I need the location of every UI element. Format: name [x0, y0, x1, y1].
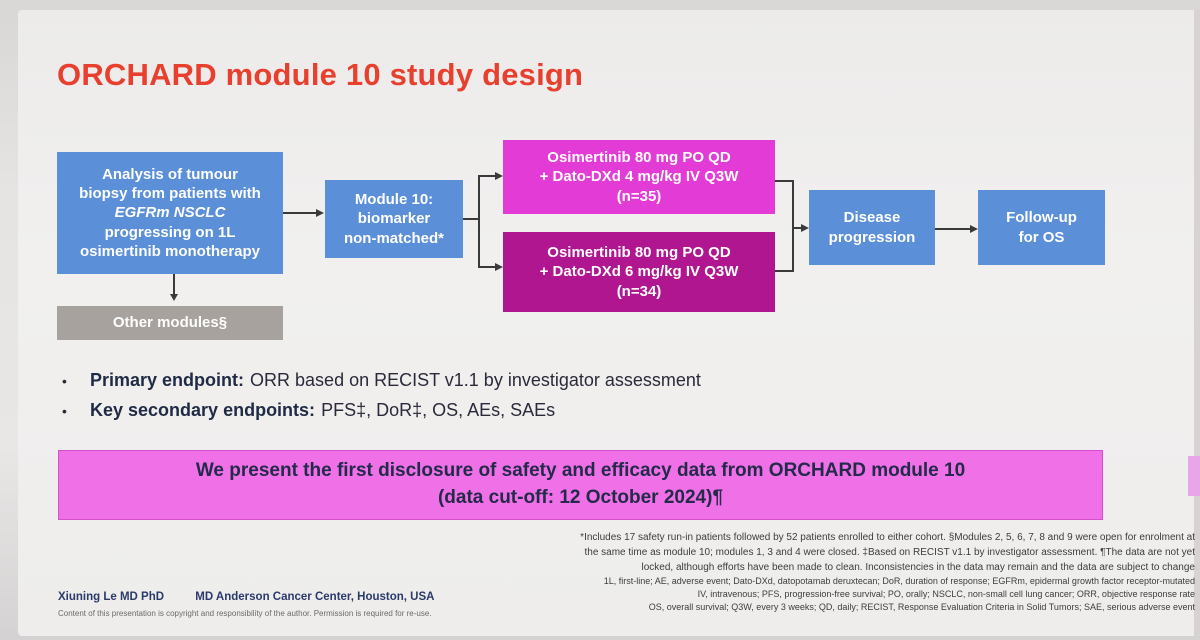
arrowhead — [316, 209, 324, 217]
arm2-box: Osimertinib 80 mg PO QD + Dato-DXd 6 mg/… — [503, 232, 775, 312]
progression-line: progression — [828, 228, 916, 246]
arm1-line: (n=35) — [616, 187, 662, 205]
other-modules-box: Other modules§ — [57, 306, 283, 340]
arrowhead — [170, 294, 178, 301]
module10-box: Module 10: biomarker non-matched* — [325, 180, 463, 258]
followup-box: Follow-up for OS — [978, 190, 1105, 265]
arrowhead — [801, 224, 809, 232]
progression-box: Disease progression — [809, 190, 935, 265]
screen-edge-highlight — [1188, 456, 1200, 496]
arrowhead — [495, 172, 503, 180]
arm1-box: Osimertinib 80 mg PO QD + Dato-DXd 4 mg/… — [503, 140, 775, 214]
banner-line-2: (data cut-off: 12 October 2024)¶ — [437, 487, 724, 508]
footnote-line: locked, although efforts have been made … — [641, 562, 1195, 573]
arm1-line: + Dato-DXd 4 mg/kg IV Q3W — [539, 168, 739, 186]
arm2-to-merge — [775, 270, 793, 272]
copyright-notice: Content of this presentation is copyrigh… — [58, 609, 432, 618]
arrow-merge-to-progression — [792, 227, 804, 229]
bullet-icon: • — [62, 403, 67, 419]
analysis-line: Analysis of tumour — [102, 166, 238, 184]
primary-endpoint-label: Primary endpoint: — [90, 370, 245, 390]
secondary-endpoints-label: Key secondary endpoints: — [90, 400, 316, 420]
followup-line: Follow-up — [1006, 209, 1077, 227]
slide-title: ORCHARD module 10 study design — [57, 57, 584, 92]
module10-line: non-matched* — [343, 229, 444, 247]
footnote-line: the same time as module 10; modules 1, 3… — [584, 547, 1195, 558]
other-modules-label: Other modules§ — [112, 314, 228, 332]
banner-line-1: We present the first disclosure of safet… — [195, 460, 966, 482]
module10-line: biomarker — [357, 210, 431, 228]
secondary-endpoints: • Key secondary endpoints: PFS‡, DoR‡, O… — [62, 400, 701, 421]
arm1-line: Osimertinib 80 mg PO QD — [547, 149, 731, 167]
footnotes: *Includes 17 safety run-in patients foll… — [405, 530, 1195, 614]
secondary-endpoints-text: PFS‡, DoR‡, OS, AEs, SAEs — [321, 400, 556, 420]
abbreviations-line: OS, overall survival; Q3W, every 3 weeks… — [648, 602, 1195, 613]
analysis-line: EGFRm NSCLC — [114, 204, 226, 222]
progression-line: Disease — [843, 209, 901, 227]
arrow-to-arm1 — [478, 175, 498, 177]
arm2-line: + Dato-DXd 6 mg/kg IV Q3W — [539, 263, 739, 281]
disclosure-banner: We present the first disclosure of safet… — [58, 450, 1103, 520]
arrowhead — [970, 225, 978, 233]
module10-line: Module 10: — [354, 191, 434, 209]
abbreviations-line: 1L, first-line; AE, adverse event; Dato-… — [603, 576, 1195, 586]
analysis-line: progressing on 1L — [104, 223, 236, 241]
bullet-icon: • — [62, 373, 67, 389]
primary-endpoint: • Primary endpoint: ORR based on RECIST … — [62, 370, 701, 391]
primary-endpoint-text: ORR based on RECIST v1.1 by investigator… — [250, 370, 701, 390]
endpoints-list: • Primary endpoint: ORR based on RECIST … — [62, 370, 701, 430]
author-name: Xiuning Le MD PhD — [58, 591, 165, 603]
footnote-line: *Includes 17 safety run-in patients foll… — [580, 532, 1195, 543]
abbreviations-line: IV, intravenous; PFS, progression-free s… — [697, 589, 1195, 600]
arrow-to-arm2 — [478, 266, 498, 268]
split-vertical — [478, 175, 480, 267]
analysis-line: osimertinib monotherapy — [79, 242, 261, 260]
arrow-analysis-to-other — [173, 274, 175, 296]
arm2-line: (n=34) — [616, 282, 662, 300]
screen-edge — [1194, 10, 1200, 636]
split-stem — [463, 218, 479, 220]
merge-vertical — [792, 180, 794, 272]
arrowhead — [495, 263, 503, 271]
author-line: Xiuning Le MD PhD MD Anderson Cancer Cen… — [58, 591, 462, 603]
analysis-line: biopsy from patients with — [79, 185, 261, 203]
arrow-progression-to-followup — [935, 228, 973, 230]
arrow-analysis-to-module — [283, 212, 319, 214]
followup-line: for OS — [1018, 228, 1065, 246]
analysis-box: Analysis of tumour biopsy from patients … — [57, 152, 283, 274]
arm2-line: Osimertinib 80 mg PO QD — [547, 244, 731, 262]
author-affiliation: MD Anderson Cancer Center, Houston, USA — [195, 591, 435, 603]
arm1-to-merge — [775, 180, 793, 182]
